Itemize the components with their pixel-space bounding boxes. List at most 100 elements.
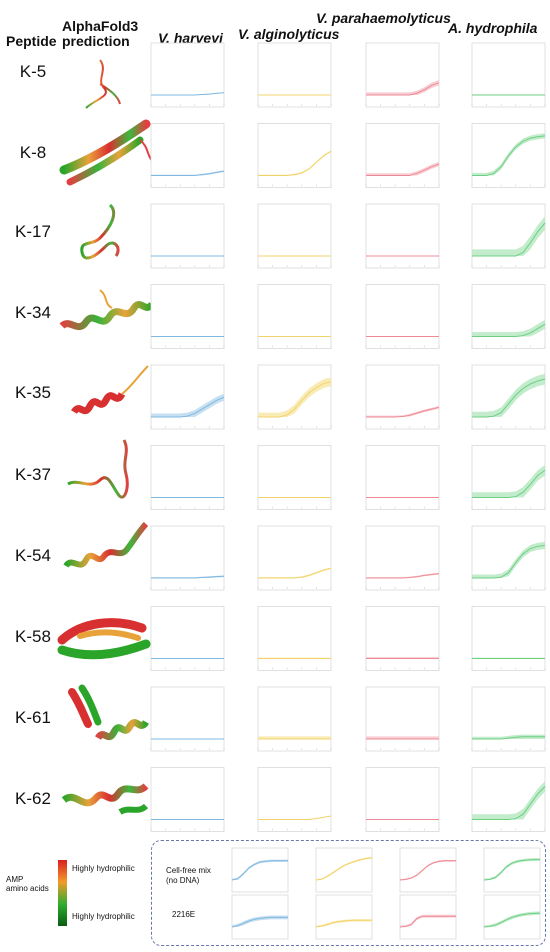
- legend-bottom-label: Highly hydrophilic: [72, 912, 135, 921]
- panel-frame: [231, 847, 289, 893]
- controls-panel: [151, 840, 546, 946]
- prediction-header: AlphaFold3 prediction: [62, 19, 138, 49]
- plot-k-5-2: [365, 42, 440, 108]
- plot-k-34-0: [150, 284, 225, 349]
- species-header-v-parahaemolyticus: V. parahaemolyticus: [316, 10, 451, 26]
- plot-k-54-3: [471, 525, 546, 591]
- plot-k-34-1: [257, 284, 332, 349]
- species-header-v-harveyi: V. harveyi: [158, 30, 223, 46]
- series-line: [483, 859, 540, 881]
- plot-k-8-2: [365, 123, 440, 188]
- panel-frame: [365, 364, 440, 430]
- series-line: [472, 378, 546, 418]
- series-line: [151, 92, 225, 96]
- plot-k-35-2: [365, 364, 440, 430]
- legend-title-line2: amino acids: [6, 884, 49, 893]
- plot-k-34-2: [365, 284, 440, 349]
- panel-frame: [365, 445, 440, 510]
- control-plot-1-3: [483, 894, 541, 940]
- plot-k-8-1: [257, 123, 332, 188]
- panel-frame: [257, 606, 332, 671]
- row-label-k58: K-58: [15, 627, 51, 646]
- plot-k-58-2: [365, 606, 440, 671]
- plot-k-61-2: [365, 686, 440, 752]
- confidence-band: [366, 736, 439, 739]
- series-line: [472, 786, 546, 820]
- species-header-v-alginolyticus: V. alginolyticus: [238, 26, 340, 42]
- row-label-k62: K-62: [15, 789, 51, 808]
- panel-frame: [483, 847, 541, 893]
- panel-frame: [150, 203, 225, 269]
- control-plot-1-0: [231, 894, 289, 940]
- series-line: [472, 736, 545, 740]
- series-line: [258, 815, 332, 820]
- plot-k-17-1: [257, 203, 332, 269]
- series-line: [151, 170, 225, 176]
- panel-frame: [471, 525, 546, 591]
- confidence-band: [366, 406, 439, 417]
- confidence-band: [484, 858, 540, 880]
- control-label-2216e: 2216E: [172, 910, 196, 919]
- legend-title-line1: AMP: [6, 875, 24, 884]
- plot-k-62-2: [365, 767, 440, 832]
- panel-frame: [257, 203, 332, 269]
- plot-k-58-3: [471, 606, 546, 671]
- panel-frame: [150, 606, 225, 671]
- confidence-band: [258, 736, 331, 739]
- series-line: [366, 406, 440, 418]
- control-plot-1-1: [315, 894, 373, 940]
- plot-k-62-0: [150, 767, 225, 832]
- prediction-header-line1: AlphaFold3: [62, 18, 139, 34]
- row-label-k34: K-34: [15, 303, 51, 322]
- panel-frame: [150, 525, 225, 591]
- species-header-a-hydrophila: A. hydrophila: [448, 20, 538, 36]
- panel-frame: [150, 123, 225, 188]
- series-line: [231, 916, 288, 928]
- plot-k-35-0: [150, 364, 225, 430]
- prediction-header-line2: prediction: [62, 33, 130, 49]
- panel-frame: [257, 364, 332, 430]
- series-line: [472, 135, 546, 176]
- control-plot-0-3: [483, 847, 541, 893]
- legend-top-label: Highly hydrophilic: [72, 864, 135, 873]
- panel-frame: [471, 123, 546, 188]
- control-plot-0-0: [231, 847, 289, 893]
- panel-frame: [365, 203, 440, 269]
- confidence-band: [232, 915, 288, 927]
- series-line: [258, 567, 332, 579]
- confidence-band: [472, 464, 545, 498]
- panel-frame: [257, 686, 332, 752]
- panel-frame: [399, 847, 457, 893]
- panel-frame: [257, 445, 332, 510]
- confidence-band: [472, 216, 545, 256]
- plot-k-58-0: [150, 606, 225, 671]
- series-line: [472, 222, 546, 257]
- panel-frame: [365, 284, 440, 349]
- confidence-band: [151, 393, 224, 417]
- series-line: [472, 544, 546, 579]
- panel-frame: [257, 525, 332, 591]
- series-line: [258, 150, 332, 176]
- plot-k-37-1: [257, 445, 332, 510]
- confidence-band: [366, 572, 439, 578]
- plot-k-37-3: [471, 445, 546, 510]
- confidence-band: [232, 859, 288, 880]
- row-label-k61: K-61: [15, 708, 51, 727]
- panel-frame: [365, 42, 440, 108]
- confidence-band: [258, 377, 331, 417]
- control-label-cell-free: Cell-free mix (no DNA): [166, 866, 211, 886]
- panel-frame: [257, 42, 332, 108]
- series-line: [258, 381, 332, 418]
- panel-frame: [150, 767, 225, 832]
- panel-frame: [315, 847, 373, 893]
- series-line: [472, 323, 546, 337]
- plot-k-61-0: [150, 686, 225, 752]
- plot-k-17-2: [365, 203, 440, 269]
- series-line: [399, 860, 456, 881]
- panel-frame: [150, 364, 225, 430]
- plot-k-17-3: [471, 203, 546, 269]
- plot-k-58-1: [257, 606, 332, 671]
- series-line: [151, 396, 225, 418]
- series-line: [399, 915, 456, 928]
